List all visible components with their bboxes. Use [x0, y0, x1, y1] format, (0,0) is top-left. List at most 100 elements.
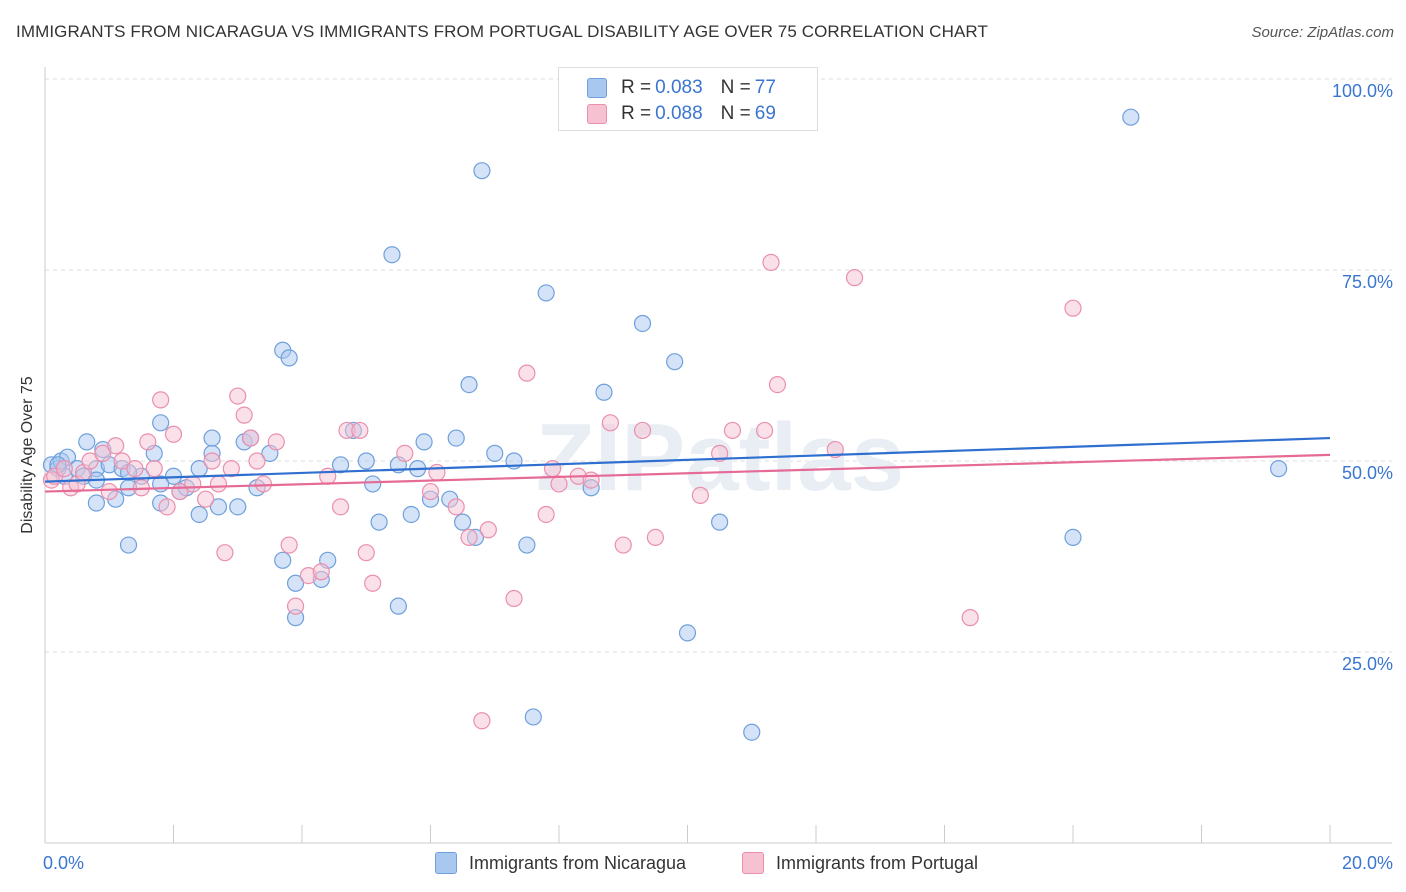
point-portugal: [351, 421, 369, 440]
point-portugal: [768, 376, 787, 394]
point-portugal: [222, 460, 240, 478]
point-portugal: [762, 253, 780, 271]
point-portugal: [601, 414, 620, 432]
point-nicaragua: [447, 429, 465, 447]
point-portugal: [280, 536, 298, 554]
point-portugal: [164, 425, 183, 443]
point-nicaragua: [743, 723, 761, 741]
point-nicaragua: [78, 433, 96, 451]
point-portugal: [203, 452, 221, 470]
point-portugal: [473, 712, 491, 730]
point-portugal: [537, 505, 555, 524]
point-portugal: [94, 444, 112, 462]
point-portugal: [312, 563, 330, 581]
point-portugal: [107, 437, 125, 455]
point-nicaragua: [1269, 460, 1288, 478]
point-portugal: [421, 482, 440, 501]
point-portugal: [113, 452, 131, 470]
point-portugal: [248, 452, 266, 470]
point-nicaragua: [203, 429, 221, 447]
legend-swatch-pink: [587, 104, 607, 124]
point-portugal: [145, 460, 163, 478]
legend-row-nicaragua: R = 0.083 N = 77: [587, 77, 776, 99]
y-tick-label: 100.0%: [1332, 81, 1393, 101]
point-nicaragua: [1064, 528, 1082, 547]
point-nicaragua: [87, 494, 106, 512]
point-portugal: [550, 475, 568, 493]
point-portugal: [81, 452, 99, 470]
legend-label-nicaragua: Immigrants from Nicaragua: [469, 852, 687, 873]
point-portugal: [614, 536, 632, 554]
point-portugal: [428, 463, 446, 482]
point-portugal: [646, 528, 664, 547]
correlation-legend: R = 0.083 N = 77 R = 0.088 N = 69: [558, 67, 818, 131]
bottom-legend-portugal: Immigrants from Portugal: [742, 852, 978, 874]
tick-labels: 25.0% 50.0% 75.0% 100.0% 0.0% 20.0%: [43, 81, 1393, 873]
point-nicaragua: [389, 597, 407, 615]
point-portugal: [845, 269, 864, 287]
point-nicaragua: [229, 498, 247, 516]
point-portugal: [723, 421, 742, 440]
point-portugal: [1064, 299, 1082, 317]
point-nicaragua: [286, 574, 305, 592]
point-nicaragua: [486, 444, 504, 462]
legend-n-label: N =: [720, 77, 751, 98]
legend-n-value: 69: [754, 103, 776, 124]
point-portugal: [286, 597, 305, 615]
point-portugal: [711, 444, 729, 462]
point-portugal: [826, 440, 844, 459]
point-portugal: [100, 482, 118, 501]
point-nicaragua: [454, 513, 472, 531]
point-portugal: [331, 498, 350, 516]
legend-r-label: R =: [621, 77, 652, 98]
point-nicaragua: [415, 433, 433, 451]
trend-lines: [44, 436, 1331, 493]
point-portugal: [633, 421, 652, 440]
bottom-legend-nicaragua: Immigrants from Nicaragua: [435, 852, 686, 874]
legend-swatch-pink: [742, 852, 764, 874]
point-nicaragua: [190, 505, 208, 524]
point-portugal: [479, 521, 497, 539]
point-nicaragua: [280, 349, 298, 367]
point-portugal: [139, 433, 157, 451]
y-tick-label: 50.0%: [1342, 463, 1393, 483]
point-nicaragua: [1122, 108, 1140, 126]
point-nicaragua: [119, 536, 138, 554]
point-portugal: [197, 490, 215, 508]
legend-swatch-blue: [587, 78, 607, 98]
point-portugal: [209, 475, 228, 493]
legend-n-value: 77: [754, 77, 776, 98]
legend-n-label: N =: [720, 103, 751, 124]
point-portugal: [447, 498, 465, 516]
axes: [44, 67, 1392, 844]
point-nicaragua: [364, 475, 382, 493]
y-tick-label: 25.0%: [1342, 654, 1393, 674]
point-portugal: [267, 433, 285, 451]
point-portugal: [216, 544, 234, 562]
legend-r-label: R =: [621, 103, 652, 124]
point-nicaragua: [402, 505, 420, 524]
point-portugal: [319, 467, 337, 485]
point-portugal: [126, 460, 144, 478]
point-portugal: [357, 544, 375, 562]
point-portugal: [518, 364, 536, 382]
point-nicaragua: [274, 551, 292, 569]
legend-row-portugal: R = 0.088 N = 69: [587, 103, 776, 125]
chart-title: IMMIGRANTS FROM NICARAGUA VS IMMIGRANTS …: [16, 22, 988, 41]
legend-label-portugal: Immigrants from Portugal: [776, 852, 979, 873]
point-nicaragua: [666, 353, 684, 371]
point-portugal: [229, 387, 247, 405]
point-portugal: [961, 609, 979, 627]
point-portugal: [254, 475, 273, 493]
grid-lines: [45, 78, 1392, 653]
point-portugal: [396, 444, 414, 462]
point-nicaragua: [331, 456, 350, 474]
legend-r-value: 0.088: [655, 103, 703, 124]
point-nicaragua: [209, 498, 228, 516]
point-nicaragua: [370, 513, 388, 531]
trend-line-nicaragua: [44, 436, 1331, 483]
point-nicaragua: [357, 452, 375, 470]
point-nicaragua: [678, 624, 697, 642]
point-portugal: [505, 589, 523, 608]
